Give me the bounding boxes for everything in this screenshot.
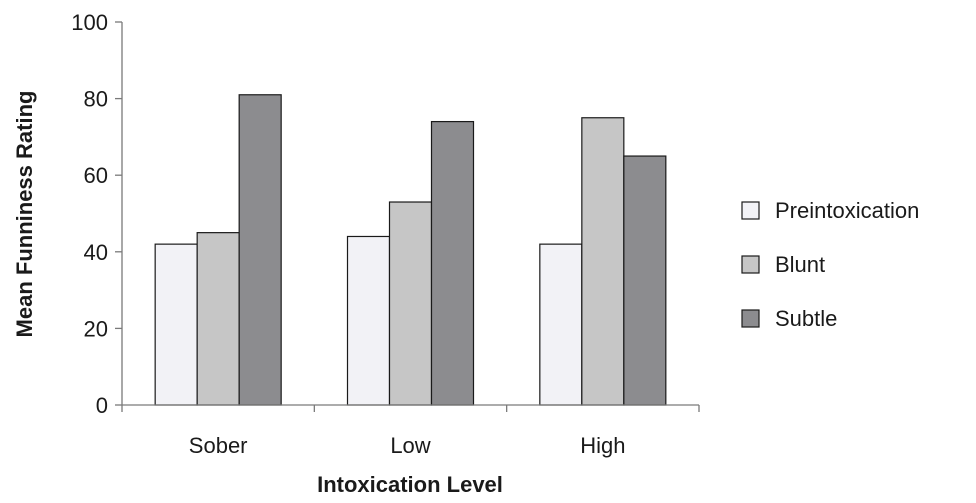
y-tick-label: 40	[84, 240, 108, 265]
x-tick-label: Sober	[189, 433, 248, 458]
x-ticks-group: Sober Low High	[121, 405, 700, 458]
y-tick-label: 20	[84, 316, 108, 341]
x-tick-label: Low	[390, 433, 430, 458]
y-tick-label: 0	[96, 393, 108, 418]
bar-preintoxication-sober	[154, 243, 198, 406]
legend-label: Preintoxication	[775, 198, 919, 223]
x-tick-label: High	[580, 433, 625, 458]
bar-subtle-sober	[238, 94, 282, 406]
bar-blunt-high	[581, 117, 625, 406]
bar-preintoxication-high	[539, 243, 583, 406]
legend: Preintoxication Blunt Subtle	[741, 198, 919, 331]
legend-label: Subtle	[775, 306, 837, 331]
x-axis-title: Intoxication Level	[317, 472, 503, 497]
y-tick-label: 80	[84, 87, 108, 112]
legend-swatch	[741, 201, 760, 220]
axes-group	[121, 22, 699, 406]
bar-preintoxication-low	[346, 235, 391, 406]
legend-swatch	[741, 255, 760, 274]
bar-blunt-sober	[196, 232, 240, 406]
y-tick-label: 60	[84, 163, 108, 188]
bar-subtle-high	[623, 155, 667, 406]
legend-swatch	[741, 309, 760, 328]
legend-label: Blunt	[775, 252, 825, 277]
bar-subtle-low	[430, 120, 475, 406]
y-ticks-group: 0 20 40 60 80 100	[71, 10, 122, 418]
y-tick-label: 100	[71, 10, 108, 35]
y-axis-title: Mean Funniness Rating	[12, 91, 37, 338]
bars-group	[154, 94, 667, 406]
bar-blunt-low	[388, 201, 433, 406]
